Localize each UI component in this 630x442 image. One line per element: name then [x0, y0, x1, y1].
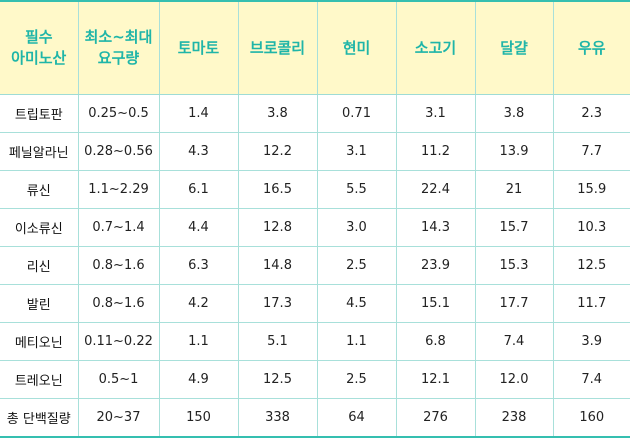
header-row: 필수 아미노산 최소~최대 요구량 토마토 브로콜리 현미 소고기 달걀 우유	[0, 1, 630, 95]
row-requirement: 0.8~1.6	[77, 284, 160, 323]
row-value-cell: 1.1	[316, 322, 397, 361]
header-food-milk: 우유	[552, 1, 630, 95]
row-amino-acid-name: 리신	[0, 246, 79, 285]
row-value-cell: 23.9	[395, 246, 476, 285]
header-amino-acid-line1: 필수	[24, 28, 53, 46]
row-value-cell: 3.0	[316, 208, 397, 247]
row-requirement: 0.5~1	[77, 360, 160, 399]
row-value-cell: 22.4	[395, 170, 476, 209]
row-value-cell: 1.1	[158, 322, 239, 361]
row-value-cell: 15.9	[552, 170, 630, 209]
row-value-cell: 4.3	[158, 132, 239, 171]
row-value-cell: 17.7	[474, 284, 554, 323]
header-amino-acid: 필수 아미노산	[0, 1, 79, 95]
row-value-cell: 3.8	[237, 94, 318, 133]
row-value-cell: 4.5	[316, 284, 397, 323]
table-row: 트레오닌 0.5~1 4.9 12.5 2.5 12.1 12.0 7.4	[0, 360, 630, 399]
row-value-cell: 5.1	[237, 322, 318, 361]
row-amino-acid-name: 페닐알라닌	[0, 132, 79, 171]
row-value-cell: 13.9	[474, 132, 554, 171]
row-value-cell: 21	[474, 170, 554, 209]
row-value-cell: 7.4	[552, 360, 630, 399]
row-value-cell: 15.1	[395, 284, 476, 323]
row-amino-acid-name: 총 단백질량	[0, 398, 79, 438]
row-value-cell: 12.8	[237, 208, 318, 247]
row-value-cell: 2.5	[316, 246, 397, 285]
row-value-cell: 12.2	[237, 132, 318, 171]
row-value-cell: 150	[158, 398, 239, 438]
table-body: 트립토판 0.25~0.5 1.4 3.8 0.71 3.1 3.8 2.3 페닐알라닌 0.28…	[0, 94, 630, 438]
row-value-cell: 3.1	[316, 132, 397, 171]
row-value-cell: 16.5	[237, 170, 318, 209]
row-requirement: 1.1~2.29	[77, 170, 160, 209]
header-requirement: 최소~최대 요구량	[77, 1, 160, 95]
row-value-cell: 5.5	[316, 170, 397, 209]
row-value-cell: 160	[552, 398, 630, 438]
row-value-cell: 2.5	[316, 360, 397, 399]
row-value-cell: 12.5	[237, 360, 318, 399]
row-value-cell: 3.1	[395, 94, 476, 133]
row-requirement: 0.11~0.22	[77, 322, 160, 361]
row-value-cell: 338	[237, 398, 318, 438]
table-row: 류신 1.1~2.29 6.1 16.5 5.5 22.4 21 15.9	[0, 170, 630, 209]
row-value-cell: 3.9	[552, 322, 630, 361]
row-value-cell: 0.71	[316, 94, 397, 133]
row-value-cell: 4.2	[158, 284, 239, 323]
header-food-beef: 소고기	[395, 1, 476, 95]
row-requirement: 0.8~1.6	[77, 246, 160, 285]
row-value-cell: 11.7	[552, 284, 630, 323]
row-value-cell: 12.5	[552, 246, 630, 285]
row-requirement: 0.28~0.56	[77, 132, 160, 171]
row-value-cell: 276	[395, 398, 476, 438]
header-food-tomato: 토마토	[158, 1, 239, 95]
row-value-cell: 6.8	[395, 322, 476, 361]
row-value-cell: 6.1	[158, 170, 239, 209]
row-amino-acid-name: 이소류신	[0, 208, 79, 247]
row-value-cell: 11.2	[395, 132, 476, 171]
row-value-cell: 15.3	[474, 246, 554, 285]
row-value-cell: 14.3	[395, 208, 476, 247]
row-value-cell: 4.4	[158, 208, 239, 247]
row-value-cell: 2.3	[552, 94, 630, 133]
table-row: 총 단백질량 20~37 150 338 64 276 238 160	[0, 398, 630, 438]
row-value-cell: 6.3	[158, 246, 239, 285]
row-value-cell: 10.3	[552, 208, 630, 247]
row-value-cell: 15.7	[474, 208, 554, 247]
row-value-cell: 7.7	[552, 132, 630, 171]
header-amino-acid-line2: 아미노산	[11, 49, 67, 67]
header-food-egg: 달걀	[474, 1, 554, 95]
header-food-brown-rice: 현미	[316, 1, 397, 95]
row-value-cell: 12.0	[474, 360, 554, 399]
table-row: 이소류신 0.7~1.4 4.4 12.8 3.0 14.3 15.7 10.3	[0, 208, 630, 247]
row-value-cell: 7.4	[474, 322, 554, 361]
row-amino-acid-name: 발린	[0, 284, 79, 323]
row-amino-acid-name: 류신	[0, 170, 79, 209]
header-food-broccoli: 브로콜리	[237, 1, 318, 95]
table-row: 발린 0.8~1.6 4.2 17.3 4.5 15.1 17.7 11.7	[0, 284, 630, 323]
row-value-cell: 4.9	[158, 360, 239, 399]
row-value-cell: 12.1	[395, 360, 476, 399]
table-row: 페닐알라닌 0.28~0.56 4.3 12.2 3.1 11.2 13.9 7.7	[0, 132, 630, 171]
row-amino-acid-name: 메티오닌	[0, 322, 79, 361]
row-value-cell: 14.8	[237, 246, 318, 285]
row-requirement: 20~37	[77, 398, 160, 438]
header-requirement-line2: 요구량	[97, 49, 140, 67]
row-value-cell: 17.3	[237, 284, 318, 323]
row-amino-acid-name: 트립토판	[0, 94, 79, 133]
row-value-cell: 1.4	[158, 94, 239, 133]
header-requirement-line1: 최소~최대	[84, 28, 153, 46]
table-row: 트립토판 0.25~0.5 1.4 3.8 0.71 3.1 3.8 2.3	[0, 94, 630, 133]
row-value-cell: 64	[316, 398, 397, 438]
row-amino-acid-name: 트레오닌	[0, 360, 79, 399]
row-requirement: 0.7~1.4	[77, 208, 160, 247]
row-value-cell: 238	[474, 398, 554, 438]
table-row: 리신 0.8~1.6 6.3 14.8 2.5 23.9 15.3 12.5	[0, 246, 630, 285]
row-requirement: 0.25~0.5	[77, 94, 160, 133]
row-value-cell: 3.8	[474, 94, 554, 133]
table-row: 메티오닌 0.11~0.22 1.1 5.1 1.1 6.8 7.4 3.9	[0, 322, 630, 361]
